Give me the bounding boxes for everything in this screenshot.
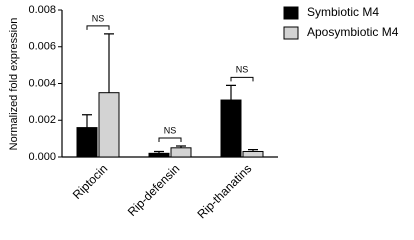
significance-bracket [158, 137, 182, 142]
significance-label: NS [164, 125, 177, 135]
error-bar [226, 84, 236, 101]
y-tick-label: 0.006 [28, 41, 56, 53]
error-bar [248, 149, 258, 152]
y-tick-label: 0.004 [28, 77, 56, 89]
significance-bracket [86, 25, 110, 30]
bar [148, 152, 170, 158]
y-axis-label: Normalized fold expression [8, 18, 20, 151]
chart: Normalized fold expression 0.000 0.002 0.0… [8, 4, 399, 221]
bar [220, 99, 242, 158]
bar [76, 127, 98, 158]
legend-label: Symbiotic M4 [307, 5, 379, 19]
significance-label: NS [92, 13, 105, 23]
error-bar [104, 33, 114, 93]
error-bar [154, 150, 164, 154]
y-tick-label: 0.008 [28, 4, 56, 16]
x-tick-label: Rip-defensin [125, 161, 183, 219]
significance-label: NS [236, 65, 249, 75]
y-tick-label: 0.000 [28, 151, 56, 163]
bar [170, 147, 192, 158]
error-bar [176, 145, 186, 148]
x-tick-label: Riptocin [70, 161, 111, 202]
significance-bracket [230, 76, 254, 82]
legend-label: Aposymbiotic M4 [307, 25, 399, 39]
x-tick-label: Rip-thanatins [194, 161, 254, 221]
error-bar [82, 114, 92, 128]
bar [242, 150, 264, 158]
legend-swatch [283, 6, 299, 20]
y-tick-label: 0.002 [28, 114, 56, 126]
bar [98, 92, 120, 158]
legend-swatch [283, 26, 299, 40]
